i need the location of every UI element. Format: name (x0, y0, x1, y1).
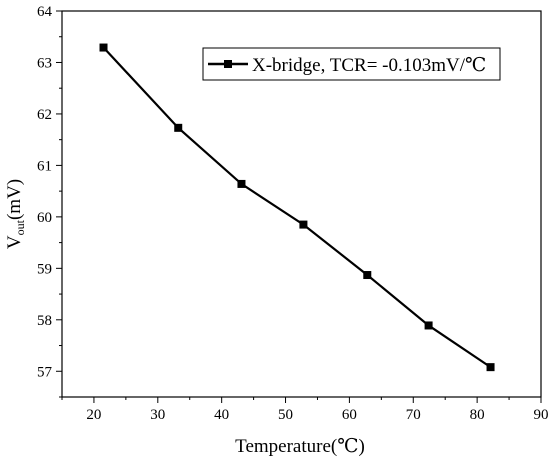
data-point (174, 123, 183, 132)
x-tick-label: 30 (150, 407, 165, 423)
data-point (424, 321, 433, 330)
y-tick-label: 62 (37, 107, 52, 123)
y-ticks: 57 58 59 60 61 62 63 64 (37, 4, 62, 398)
y-tick-label: 63 (37, 55, 52, 71)
x-ticks: 20 30 40 50 60 70 80 90 (61, 397, 549, 423)
data-point (99, 43, 108, 52)
y-axis-label-subscript: out (13, 219, 27, 235)
y-tick-label: 58 (37, 313, 52, 329)
legend-box (202, 47, 501, 81)
y-tick-label: 60 (37, 210, 52, 226)
data-point (363, 271, 372, 280)
legend: X-bridge, TCR= -0.103mV/℃ (202, 47, 501, 81)
axes (61, 10, 542, 398)
legend-entry: X-bridge, TCR= -0.103mV/℃ (252, 55, 486, 76)
x-tick-label: 20 (86, 407, 101, 423)
data-point (486, 363, 495, 372)
x-tick-label: 40 (214, 407, 229, 423)
series (99, 43, 495, 372)
y-axis-label: Vout(mV) (4, 179, 27, 249)
x-tick-label: 60 (342, 407, 357, 423)
series-line (102, 46, 492, 369)
y-axis-label-main: V (4, 235, 25, 249)
x-tick-label: 90 (534, 407, 549, 423)
plot-frame (61, 10, 542, 398)
x-tick-label: 80 (470, 407, 485, 423)
y-tick-label: 57 (37, 364, 53, 380)
y-tick-label: 59 (37, 261, 52, 277)
data-point (237, 179, 246, 188)
y-tick-label: 61 (37, 158, 52, 174)
data-point (299, 220, 308, 229)
x-tick-label: 70 (406, 407, 421, 423)
x-axis-label: Temperature(℃) (235, 436, 365, 457)
legend-marker (224, 60, 232, 68)
y-tick-label: 64 (37, 4, 53, 20)
x-tick-label: 50 (278, 407, 293, 423)
y-axis-label-unit: (mV) (4, 179, 25, 220)
